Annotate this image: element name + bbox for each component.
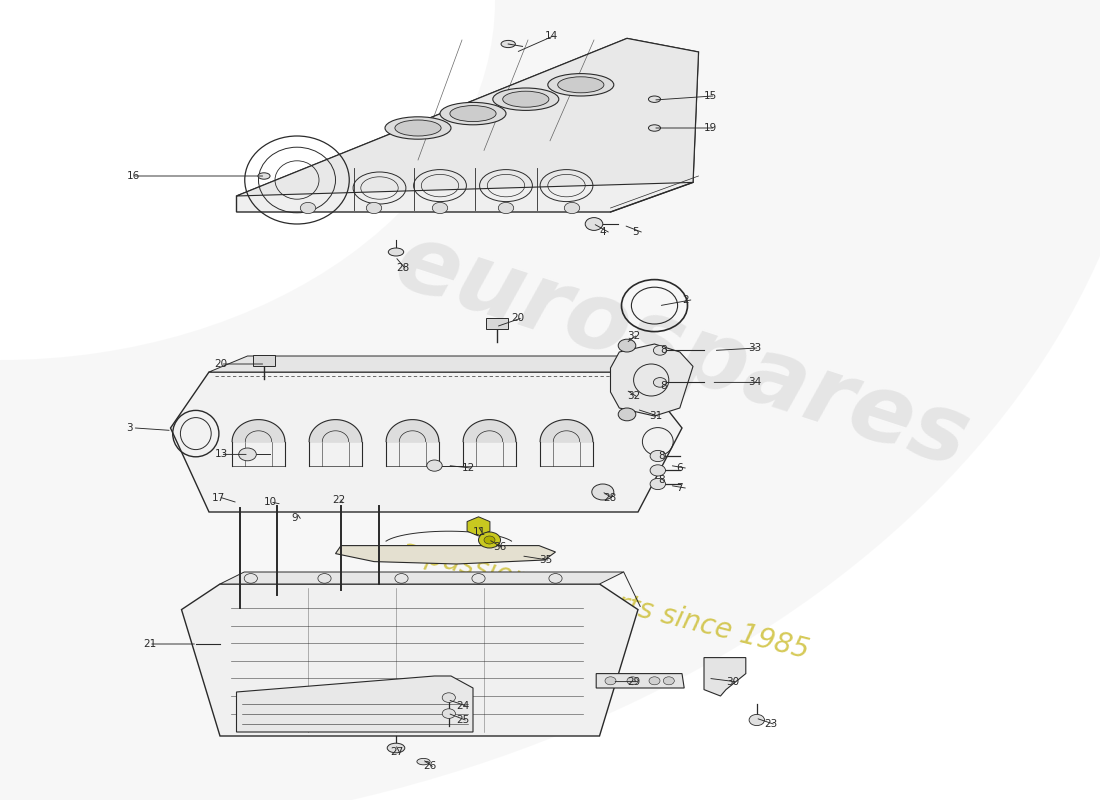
Circle shape: [649, 677, 660, 685]
Text: 8: 8: [660, 381, 667, 390]
Text: 22: 22: [332, 495, 345, 505]
Circle shape: [650, 465, 666, 476]
Polygon shape: [596, 674, 684, 688]
Text: 33: 33: [748, 343, 761, 353]
Text: 10: 10: [264, 498, 277, 507]
Text: 19: 19: [704, 123, 717, 133]
Text: 21: 21: [143, 639, 156, 649]
Circle shape: [618, 339, 636, 352]
Polygon shape: [236, 38, 698, 212]
Polygon shape: [236, 38, 698, 196]
Circle shape: [432, 202, 448, 214]
Text: 27: 27: [390, 747, 404, 757]
Text: 32: 32: [627, 391, 640, 401]
Text: 32: 32: [627, 331, 640, 341]
Text: 28: 28: [603, 493, 616, 502]
Polygon shape: [610, 344, 693, 416]
Circle shape: [618, 408, 636, 421]
Ellipse shape: [493, 88, 559, 110]
Polygon shape: [704, 658, 746, 696]
Text: 11: 11: [473, 527, 486, 537]
Ellipse shape: [649, 125, 660, 131]
Text: 8: 8: [660, 346, 667, 355]
Ellipse shape: [395, 120, 441, 136]
Text: 26: 26: [424, 762, 437, 771]
Text: 17: 17: [212, 493, 226, 502]
Ellipse shape: [548, 74, 614, 96]
Circle shape: [653, 378, 667, 387]
Text: 13: 13: [214, 450, 228, 459]
Circle shape: [442, 693, 455, 702]
Text: 25: 25: [456, 715, 470, 725]
Text: 23: 23: [764, 719, 778, 729]
Circle shape: [366, 202, 382, 214]
Polygon shape: [182, 584, 638, 736]
Ellipse shape: [502, 40, 515, 48]
Text: 29: 29: [627, 677, 640, 686]
Polygon shape: [220, 572, 624, 584]
Circle shape: [592, 484, 614, 500]
Circle shape: [653, 346, 667, 355]
Polygon shape: [468, 517, 490, 536]
Ellipse shape: [388, 248, 404, 256]
Circle shape: [300, 202, 316, 214]
Circle shape: [478, 532, 500, 548]
Text: 20: 20: [214, 359, 228, 369]
Ellipse shape: [385, 117, 451, 139]
Text: 12: 12: [462, 463, 475, 473]
Ellipse shape: [440, 102, 506, 125]
Text: 8: 8: [658, 475, 664, 485]
Circle shape: [650, 450, 666, 462]
Bar: [253, 355, 275, 366]
Circle shape: [484, 536, 495, 544]
Circle shape: [427, 460, 442, 471]
Text: 36: 36: [493, 542, 506, 552]
Circle shape: [663, 677, 674, 685]
Bar: [486, 318, 508, 329]
Text: 35: 35: [539, 555, 552, 565]
Polygon shape: [170, 372, 682, 512]
Polygon shape: [236, 676, 473, 732]
Ellipse shape: [558, 77, 604, 93]
Text: 20: 20: [512, 314, 525, 323]
Polygon shape: [336, 546, 556, 564]
Text: 3: 3: [126, 423, 133, 433]
Text: 24: 24: [456, 701, 470, 710]
Polygon shape: [209, 356, 676, 372]
Ellipse shape: [649, 96, 660, 102]
Text: 15: 15: [704, 91, 717, 101]
Circle shape: [239, 448, 256, 461]
Circle shape: [749, 714, 764, 726]
Text: 4: 4: [600, 227, 606, 237]
Text: 16: 16: [126, 171, 140, 181]
Circle shape: [605, 677, 616, 685]
Ellipse shape: [450, 106, 496, 122]
Circle shape: [627, 677, 638, 685]
Ellipse shape: [257, 173, 271, 179]
Text: 8: 8: [658, 451, 664, 461]
Circle shape: [650, 478, 666, 490]
Text: 9: 9: [292, 514, 298, 523]
Circle shape: [498, 202, 514, 214]
Text: 28: 28: [396, 263, 409, 273]
Text: 6: 6: [676, 463, 683, 473]
Circle shape: [442, 709, 455, 718]
Text: 31: 31: [649, 411, 662, 421]
Ellipse shape: [503, 91, 549, 107]
Text: 5: 5: [632, 227, 639, 237]
Text: 2: 2: [682, 295, 689, 305]
Circle shape: [585, 218, 603, 230]
Text: eurospares: eurospares: [384, 216, 980, 488]
Text: 7: 7: [676, 483, 683, 493]
Ellipse shape: [417, 758, 430, 765]
Text: 34: 34: [748, 378, 761, 387]
Text: a passion for parts since 1985: a passion for parts since 1985: [398, 536, 812, 664]
Text: 30: 30: [726, 677, 739, 686]
Circle shape: [564, 202, 580, 214]
Text: 14: 14: [544, 31, 558, 41]
Ellipse shape: [387, 743, 405, 753]
